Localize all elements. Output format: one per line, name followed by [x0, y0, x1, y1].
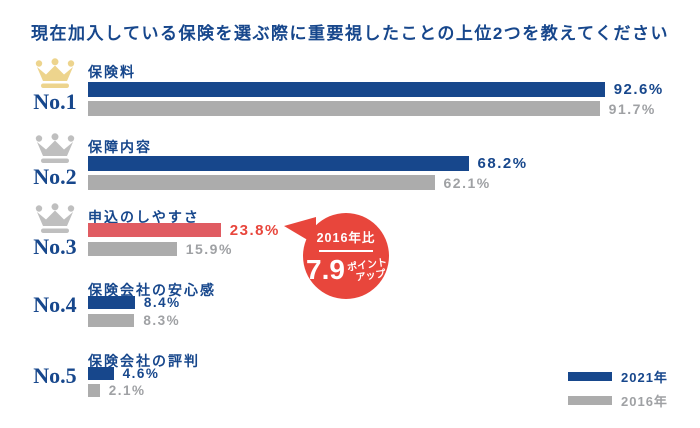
bar-row-2021: 92.6% — [88, 81, 664, 98]
value-2016: 8.3% — [143, 313, 181, 328]
bar-row-2021: 23.8% — [88, 221, 280, 239]
bar-row-2016: 62.1% — [88, 174, 491, 191]
value-2021: 8.4% — [143, 295, 181, 310]
value-2016: 91.7% — [608, 100, 656, 117]
rank-label: No.4 — [33, 292, 77, 317]
bar-2021 — [88, 82, 605, 97]
bar-2016 — [88, 384, 100, 397]
value-2021: 4.6% — [122, 366, 160, 381]
chart-title: 現在加入している保険を選ぶ際に重要視したことの上位2つを教えてください — [31, 24, 669, 43]
value-2016: 2.1% — [108, 383, 146, 398]
bar-row-2016: 2.1% — [88, 383, 146, 398]
value-2021: 92.6% — [613, 81, 664, 98]
category-label: 保険会社の評判 — [88, 353, 200, 369]
bar-2021 — [88, 156, 469, 171]
legend: 2021年 2016年 — [568, 367, 668, 415]
rank-label: No.3 — [33, 234, 77, 259]
category-label: 保険会社の安心感 — [88, 282, 216, 298]
value-2016: 62.1% — [443, 174, 491, 191]
rank-block-1: No.1 — [26, 58, 84, 114]
bar-row-2021: 68.2% — [88, 155, 528, 172]
callout-compare-label: 2016年比 — [316, 231, 376, 245]
bar-2016 — [88, 242, 177, 256]
legend-item-2016: 2016年 — [568, 391, 668, 410]
legend-swatch-2021 — [568, 372, 612, 381]
callout-units: ポイント アップ — [347, 257, 390, 284]
bar-2021 — [88, 367, 114, 380]
callout-value-row: 7.9 ポイント アップ — [306, 255, 388, 285]
bar-row-2021: 8.4% — [88, 295, 181, 310]
rank-block-2: No.2 — [26, 133, 84, 189]
crown-silver-icon — [35, 203, 75, 233]
category-label: 保障内容 — [88, 139, 152, 155]
rank-block-5: No.5 — [26, 364, 84, 388]
category-label: 申込のしやすさ — [88, 209, 200, 225]
bar-2016 — [88, 175, 435, 190]
legend-label-2021: 2021年 — [621, 370, 668, 385]
crown-gold-icon — [35, 58, 75, 88]
callout-divider — [319, 250, 373, 252]
rank-label: No.5 — [33, 363, 77, 388]
legend-item-2021: 2021年 — [568, 367, 668, 386]
legend-swatch-2016 — [568, 396, 612, 405]
rank-block-4: No.4 — [26, 293, 84, 317]
rank-label: No.2 — [33, 164, 77, 189]
bar-2021-highlight — [88, 223, 221, 237]
bar-2016 — [88, 314, 135, 327]
rank-block-3: No.3 — [26, 203, 84, 259]
value-2016: 15.9% — [185, 241, 233, 257]
callout-value: 7.9 — [306, 254, 345, 285]
value-2021: 23.8% — [229, 221, 280, 239]
bar-row-2016: 8.3% — [88, 313, 181, 328]
bar-2016 — [88, 101, 600, 116]
rank-label: No.1 — [33, 89, 77, 114]
comparison-callout-bubble: 2016年比 7.9 ポイント アップ — [303, 213, 389, 299]
bar-2021 — [88, 296, 135, 309]
bar-row-2016: 91.7% — [88, 100, 656, 117]
crown-silver-icon — [35, 133, 75, 163]
bar-row-2016: 15.9% — [88, 241, 233, 257]
bar-row-2021: 4.6% — [88, 366, 160, 381]
legend-label-2016: 2016年 — [621, 394, 668, 409]
category-label: 保険料 — [88, 64, 136, 80]
value-2021: 68.2% — [477, 155, 528, 172]
